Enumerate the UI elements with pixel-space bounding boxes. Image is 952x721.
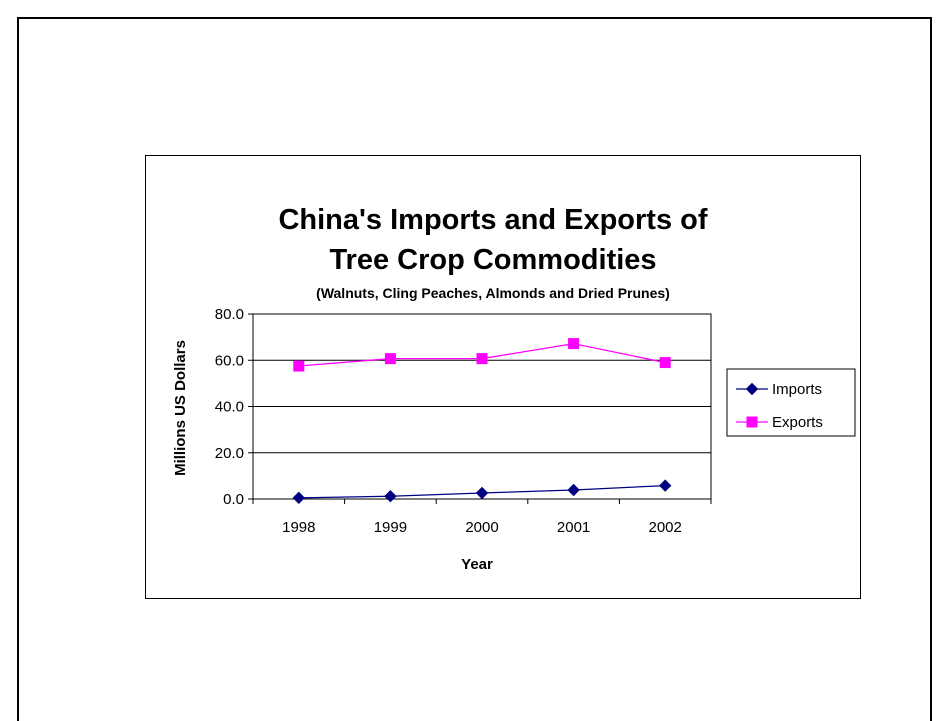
- legend-label-imports: Imports: [772, 381, 822, 398]
- chart-title-line-2: Tree Crop Commodities: [329, 244, 656, 276]
- y-tick-label: 0.0: [223, 491, 244, 508]
- y-axis-label: Millions US Dollars: [172, 340, 189, 476]
- y-tick-label: 40.0: [215, 399, 244, 416]
- chart-title-line-1: China's Imports and Exports of: [278, 204, 707, 236]
- imports-data-point: [292, 491, 306, 505]
- chart-subtitle: (Walnuts, Cling Peaches, Almonds and Dri…: [316, 285, 670, 301]
- exports-data-point: [659, 357, 671, 369]
- x-tick-label: 2001: [557, 519, 590, 536]
- exports-data-point: [568, 338, 580, 350]
- exports-data-point: [293, 360, 305, 372]
- line-chart: China's Imports and Exports of Tree Crop…: [172, 204, 856, 573]
- plot-area: 0.0 20.0 40.0 60.0 80.0 1998 1999 2000 2001 2002: [215, 306, 712, 536]
- y-tick-label: 80.0: [215, 306, 244, 323]
- slide-frame: [17, 17, 932, 721]
- x-tick-label: 1999: [374, 519, 407, 536]
- legend-marker-imports: [745, 382, 759, 396]
- imports-data-point: [475, 486, 489, 500]
- exports-data-point: [384, 353, 396, 365]
- y-tick-label: 20.0: [215, 445, 244, 462]
- legend: Imports Exports: [726, 368, 856, 437]
- exports-data-point: [476, 353, 488, 365]
- x-axis-label: Year: [461, 556, 493, 573]
- imports-data-point: [384, 490, 397, 503]
- legend-label-exports: Exports: [772, 414, 823, 431]
- x-tick-label: 1998: [282, 519, 315, 536]
- chart-area: China's Imports and Exports of Tree Crop…: [145, 155, 861, 599]
- x-tick-label: 2002: [649, 519, 682, 536]
- imports-data-point: [658, 479, 672, 492]
- imports-data-point: [567, 483, 580, 497]
- legend-marker-exports: [746, 416, 758, 428]
- legend-box: [726, 368, 856, 437]
- y-tick-label: 60.0: [215, 352, 244, 369]
- x-tick-label: 2000: [465, 519, 498, 536]
